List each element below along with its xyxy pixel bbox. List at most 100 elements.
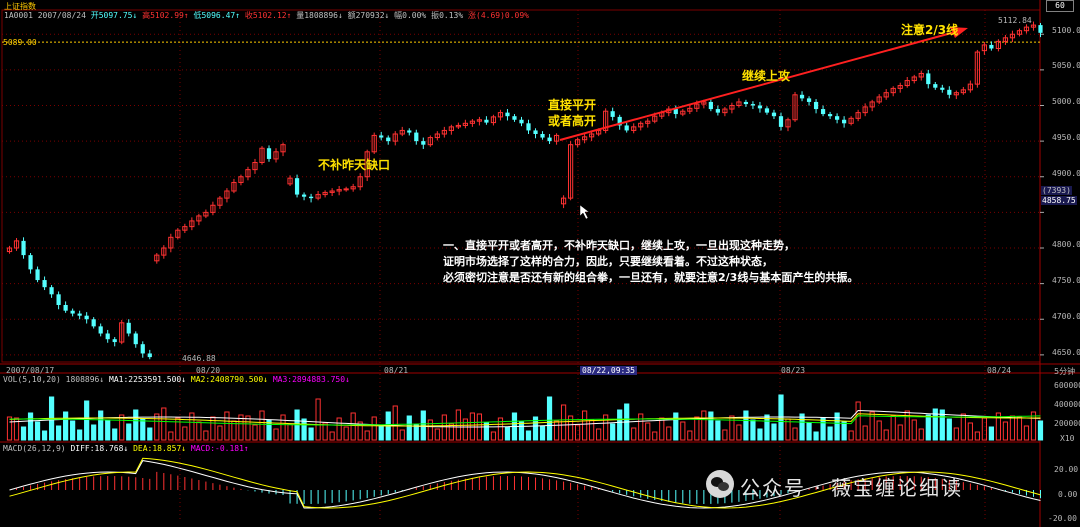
volume-bar — [1037, 420, 1044, 441]
time-label: 2007/08/17 — [6, 366, 55, 375]
annotation-two-thirds-line: 注意2/3线 — [901, 23, 959, 37]
candle-body — [547, 137, 552, 142]
candle-body — [722, 108, 728, 114]
volume-bar — [413, 424, 419, 441]
candle-body — [876, 96, 882, 103]
candle-body — [897, 85, 903, 89]
volume-bar — [175, 417, 181, 441]
volume-bar — [546, 396, 553, 441]
annotation-continue-up: 继续上攻 — [742, 69, 791, 83]
volume-bar — [687, 430, 693, 441]
volume-bar — [525, 430, 532, 441]
annotation-open-line1: 直接平开 — [548, 98, 597, 112]
candle-body — [567, 144, 574, 199]
volume-bar — [708, 411, 714, 441]
volume-bar — [343, 426, 349, 441]
volume-bar — [603, 414, 609, 441]
volume-bar — [13, 417, 20, 441]
candle-body — [603, 110, 609, 131]
candle-body — [1016, 30, 1023, 35]
volume-bar — [189, 412, 195, 441]
macd-tick: 0.00 — [1058, 490, 1078, 499]
volume-bar — [399, 429, 405, 441]
price-tick: 5000.0 — [1052, 97, 1080, 106]
price-tick: 4700.0 — [1052, 312, 1080, 321]
quote-close: 收5102.12 — [244, 11, 287, 20]
time-label: 08/20 — [196, 366, 221, 375]
volume-bar — [1030, 411, 1037, 441]
macd-tick: -20.00 — [1048, 514, 1077, 523]
volume-bar — [1009, 415, 1016, 441]
candle-body — [462, 122, 468, 126]
candle-body — [238, 176, 244, 183]
candle-body — [673, 109, 678, 115]
candle-body — [112, 339, 117, 343]
candle-body — [105, 333, 110, 340]
candle-body — [329, 190, 335, 193]
volume-bar — [168, 431, 174, 441]
volume-bar — [701, 410, 707, 441]
candle-body — [386, 137, 391, 142]
volume-bar — [988, 426, 995, 441]
candle-body — [484, 119, 489, 123]
candle-body — [827, 114, 833, 117]
volume-bar — [1023, 425, 1030, 441]
period-box[interactable]: 60 — [1046, 0, 1074, 12]
candle-body — [49, 287, 54, 295]
candle-body — [448, 126, 454, 131]
candle-body — [806, 98, 812, 102]
price-tick: 4900.0 — [1052, 169, 1080, 178]
candle-body — [490, 116, 497, 124]
volume-bar — [904, 410, 910, 441]
candle-body — [421, 141, 426, 145]
volume-bar — [652, 431, 658, 441]
candle-body — [175, 229, 181, 238]
interval-label[interactable]: 5分钟 — [1054, 367, 1076, 376]
candle-body — [42, 280, 47, 288]
candle-body — [119, 322, 125, 343]
candle-body — [574, 139, 581, 146]
volume-bar — [715, 420, 721, 441]
volume-bar — [490, 431, 497, 441]
candle-body — [13, 240, 20, 249]
candle-body — [56, 294, 61, 305]
volume-bar — [63, 411, 69, 441]
volume-bar — [560, 404, 567, 441]
candle-body — [940, 87, 945, 90]
volume-bar — [659, 417, 665, 441]
candle-body — [842, 119, 847, 124]
candle-body — [147, 353, 152, 358]
volume-bar — [967, 422, 973, 441]
volume-bar — [1002, 421, 1009, 441]
candle-body — [743, 101, 749, 105]
volume-bar — [210, 416, 216, 441]
candle-body — [813, 101, 819, 110]
volume-bar — [27, 412, 34, 441]
volume-bar — [182, 426, 188, 441]
volume-bar — [84, 400, 90, 441]
volume-bar — [995, 412, 1002, 441]
volume-bar — [553, 420, 560, 441]
macd-tick: 20.00 — [1054, 465, 1079, 474]
candle-body — [610, 111, 615, 117]
candle-body — [792, 94, 798, 121]
candle-body — [701, 101, 707, 105]
candle-body — [869, 101, 875, 108]
volume-tick: 200000 — [1054, 419, 1080, 428]
candle-body — [771, 112, 777, 117]
candle-body — [77, 313, 82, 316]
candle-body — [357, 176, 363, 188]
candle-body — [967, 83, 973, 91]
volume-bar — [1016, 416, 1023, 441]
candle-body — [407, 130, 412, 133]
volume-bar — [666, 426, 672, 441]
candle-body — [469, 120, 476, 124]
volume-bar — [764, 414, 770, 441]
macd-title: MACD(26,12,9) — [3, 444, 66, 453]
price-badge-value: 4858.75 — [1041, 196, 1077, 205]
volume-ma2-line — [9, 413, 1041, 427]
macd-diff-line — [9, 460, 1041, 509]
volume-bar — [974, 431, 980, 441]
candle-body — [995, 40, 1002, 49]
